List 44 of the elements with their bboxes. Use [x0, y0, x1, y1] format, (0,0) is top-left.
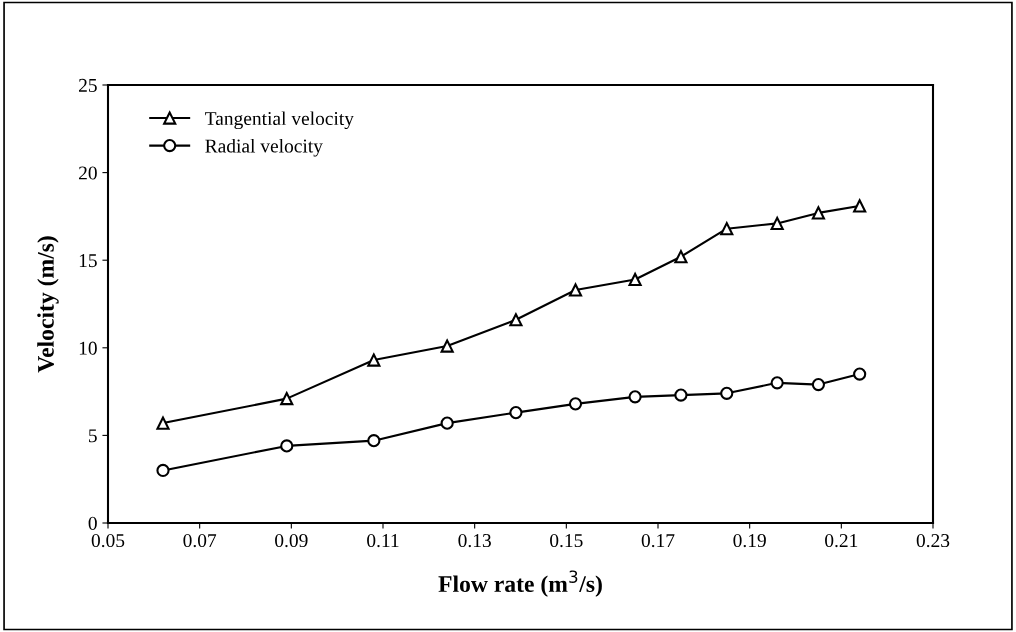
point	[509, 406, 523, 420]
x-tick-label: 0.11	[367, 533, 399, 548]
point	[853, 367, 867, 381]
y-tick-label: 25	[78, 78, 97, 92]
point	[509, 313, 523, 327]
y-tick-label: 0	[88, 516, 97, 530]
point	[628, 272, 642, 287]
x-tick-label: 0.05	[91, 533, 125, 548]
y-tick-label: 5	[88, 429, 97, 443]
y-axis-title: Velocity (m/s)	[37, 236, 59, 373]
y-tick-label: 20	[78, 166, 97, 180]
point	[811, 206, 826, 220]
x-tick-label: 0.21	[825, 533, 858, 548]
y-tick-label: 10	[79, 341, 97, 355]
y-tick-label: 15	[79, 254, 97, 268]
point	[674, 388, 688, 402]
point	[156, 416, 170, 430]
point	[280, 439, 294, 453]
point	[367, 353, 381, 367]
point	[568, 397, 583, 411]
x-tick-label: 0.07	[183, 533, 217, 548]
x-tick-label: 0.15	[550, 533, 583, 548]
point	[367, 434, 381, 448]
point	[720, 386, 734, 400]
point	[280, 392, 294, 406]
point	[811, 378, 826, 392]
point	[440, 339, 454, 353]
legend-label: Radial velocity	[205, 138, 323, 157]
point	[628, 390, 642, 404]
point	[156, 463, 170, 478]
point	[720, 222, 734, 236]
x-axis-title: Flow rate (m$^{3}$/s)	[438, 570, 602, 597]
legend-label: Tangential velocity	[205, 111, 354, 130]
point	[770, 376, 784, 390]
point	[674, 250, 688, 264]
point	[568, 283, 583, 297]
point	[440, 416, 454, 430]
point	[770, 216, 784, 230]
x-tick-label: 0.09	[275, 533, 308, 548]
x-tick-label: 0.19	[733, 533, 766, 548]
point	[853, 199, 867, 213]
x-tick-label: 0.17	[641, 533, 675, 548]
x-tick-label: 0.13	[458, 533, 491, 548]
x-tick-label: 0.23	[916, 533, 950, 548]
